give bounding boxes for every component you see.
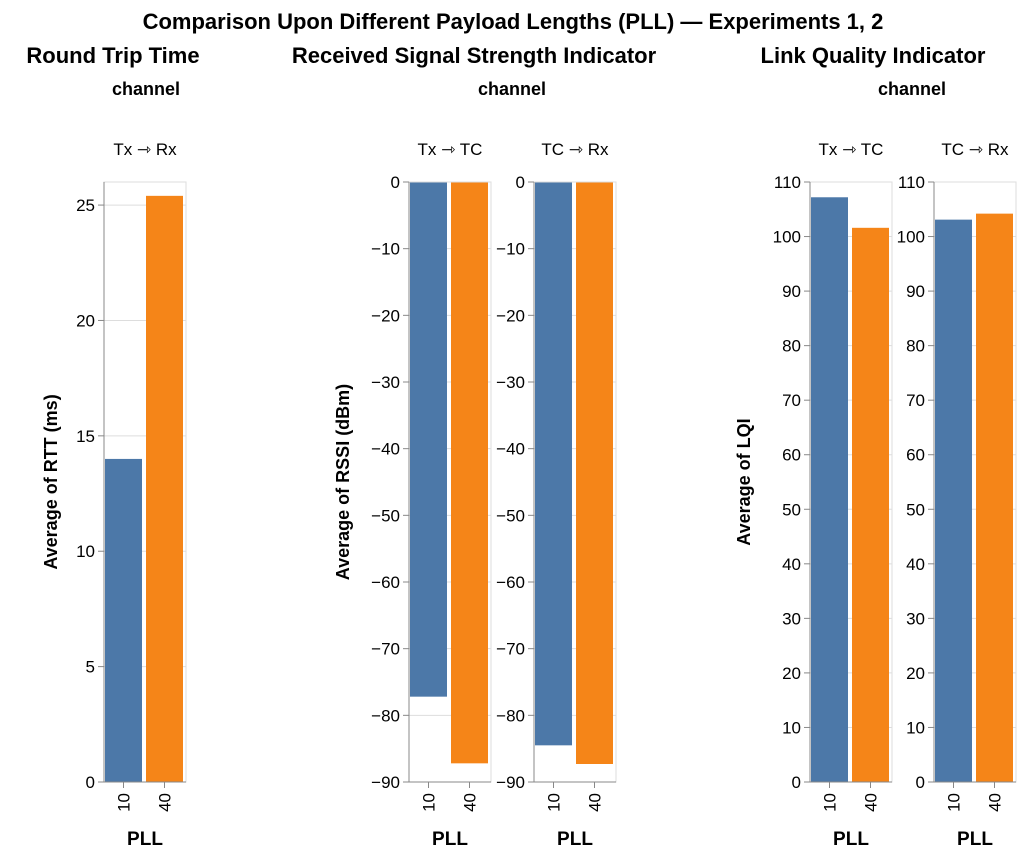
chart2-facet0-x-axis-label: PLL [833,829,869,850]
chart2-facet1-y-tick-label: 10 [906,718,925,737]
chart1-facet0-channel-label: Tx ⇾ TC [418,140,483,159]
chart2-facet1-y-tick-label: 20 [906,664,925,683]
chart1-facet1-y-tick-label: −20 [496,306,525,325]
chart2-facet0-y-tick-label: 60 [782,446,801,465]
chart2-facet1-y-tick-label: 30 [906,609,925,628]
chart2-facet1-y-tick-label: 80 [906,337,925,356]
lqi-chart-title: Link Quality Indicator [761,43,986,68]
chart1-facet0-x-axis-label: PLL [432,829,468,850]
chart1-facet0-y-tick-label: −80 [371,706,400,725]
chart1-facet0-bar-pll-40 [451,182,488,764]
chart2-facet0-channel-label: Tx ⇾ TC [819,140,884,159]
chart2-facet1-x-axis-label: PLL [957,829,993,850]
chart0-facet0-y-tick-label: 5 [86,658,95,677]
chart1-facet1-y-tick-label: −80 [496,706,525,725]
rtt-chart-title: Round Trip Time [26,43,199,68]
rtt-facet-header: channel [112,79,180,99]
chart0-facet0-y-tick-label: 15 [76,427,95,446]
chart2-facet1-y-tick-label: 0 [916,773,925,792]
chart1-facet1-y-tick-label: −50 [496,506,525,525]
chart2-facet0-y-tick-label: 90 [782,282,801,301]
chart2-facet1-y-tick-label: 90 [906,282,925,301]
chart2-facet0-y-tick-label: 40 [782,555,801,574]
chart2-facet0-x-tick-label-10: 10 [821,793,840,812]
chart0-facet0-y-tick-label: 20 [76,311,95,330]
chart1-facet1-x-tick-label-40: 40 [586,793,605,812]
main-title: Comparison Upon Different Payload Length… [143,9,884,34]
chart1-facet1-y-tick-label: 0 [516,173,525,192]
chart1-facet1-y-tick-label: −90 [496,773,525,792]
chart1-y-axis-label: Average of RSSI (dBm) [333,384,353,580]
chart2-y-axis-label: Average of LQI [734,418,754,545]
chart1-facet0-x-tick-label-40: 40 [461,793,480,812]
chart1-facet0-y-tick-label: −50 [371,506,400,525]
chart1-facet0-y-tick-label: −40 [371,440,400,459]
chart1-facet1-channel-label: TC ⇾ Rx [541,140,609,159]
chart0-facet0-bar-pll-40 [146,195,183,782]
chart1-facet0-y-tick-label: −30 [371,373,400,392]
chart1-facet1-bar-pll-10 [535,182,572,746]
chart2-facet0-y-tick-label: 70 [782,391,801,410]
chart2-facet0-y-tick-label: 20 [782,664,801,683]
chart2-facet0-y-tick-label: 0 [792,773,801,792]
chart1-facet0-y-tick-label: −90 [371,773,400,792]
chart2-facet1-y-tick-label: 40 [906,555,925,574]
chart2-facet0-bar-pll-40 [852,227,889,782]
chart1-facet0-x-tick-label-10: 10 [420,793,439,812]
chart0-facet0-x-axis-label: PLL [127,829,163,850]
lqi-facet-header: channel [878,79,946,99]
chart0-facet0-channel-label: Tx ⇾ Rx [113,140,177,159]
chart1-facet1-x-axis-label: PLL [557,829,593,850]
chart2-facet1-y-tick-label: 100 [897,228,925,247]
chart2-facet0-y-tick-label: 30 [782,609,801,628]
chart0-facet0-y-tick-label: 0 [86,773,95,792]
rssi-facet-header: channel [478,79,546,99]
chart1-facet1-y-tick-label: −70 [496,640,525,659]
chart2-facet1-channel-label: TC ⇾ Rx [941,140,1009,159]
chart1-facet1-bar-pll-40 [576,182,613,764]
chart0-facet0-bar-pll-10 [105,458,142,782]
chart1-facet1-y-tick-label: −40 [496,440,525,459]
chart1-facet0-bar-pll-10 [410,182,447,697]
chart2-facet1-y-tick-label: 110 [898,173,925,192]
chart2-facet1-bar-pll-40 [976,213,1013,783]
chart1-facet1-y-tick-label: −60 [496,573,525,592]
chart2-facet0-x-tick-label-40: 40 [862,793,881,812]
chart2-facet0-bar-pll-10 [811,197,848,783]
chart0-facet0-x-tick-label-40: 40 [156,793,175,812]
chart1-facet1-y-tick-label: −30 [496,373,525,392]
chart1-facet0-y-tick-label: 0 [391,173,400,192]
rssi-chart-title: Received Signal Strength Indicator [292,43,657,68]
chart2-facet1-y-tick-label: 70 [906,391,925,410]
chart2-facet1-y-tick-label: 60 [906,446,925,465]
chart1-facet1-x-tick-label-10: 10 [545,793,564,812]
chart2-facet0-y-tick-label: 100 [773,228,801,247]
chart0-facet0-x-tick-label-10: 10 [115,793,134,812]
chart2-facet0-y-tick-label: 80 [782,337,801,356]
chart2-facet1-y-tick-label: 50 [906,500,925,519]
chart1-facet0-y-tick-label: −10 [371,240,400,259]
chart0-facet0-y-tick-label: 25 [76,196,95,215]
chart2-facet1-x-tick-label-10: 10 [945,793,964,812]
chart2-facet1-bar-pll-10 [935,219,972,783]
chart1-facet0-y-tick-label: −20 [371,306,400,325]
chart0-y-axis-label: Average of RTT (ms) [41,394,61,569]
chart1-facet0-y-tick-label: −70 [371,640,400,659]
chart1-facet0-y-tick-label: −60 [371,573,400,592]
chart2-facet0-y-tick-label: 50 [782,500,801,519]
chart2-facet0-y-tick-label: 110 [774,173,801,192]
chart-panels: Average of RTT (ms) Tx ⇾ Rx 0 5 10 15 20 25 10 40… [41,140,1017,850]
chart2-facet1-x-tick-label-40: 40 [986,793,1005,812]
chart2-facet0-y-tick-label: 10 [782,718,801,737]
chart0-facet0-y-tick-label: 10 [76,542,95,561]
chart1-facet1-y-tick-label: −10 [496,240,525,259]
